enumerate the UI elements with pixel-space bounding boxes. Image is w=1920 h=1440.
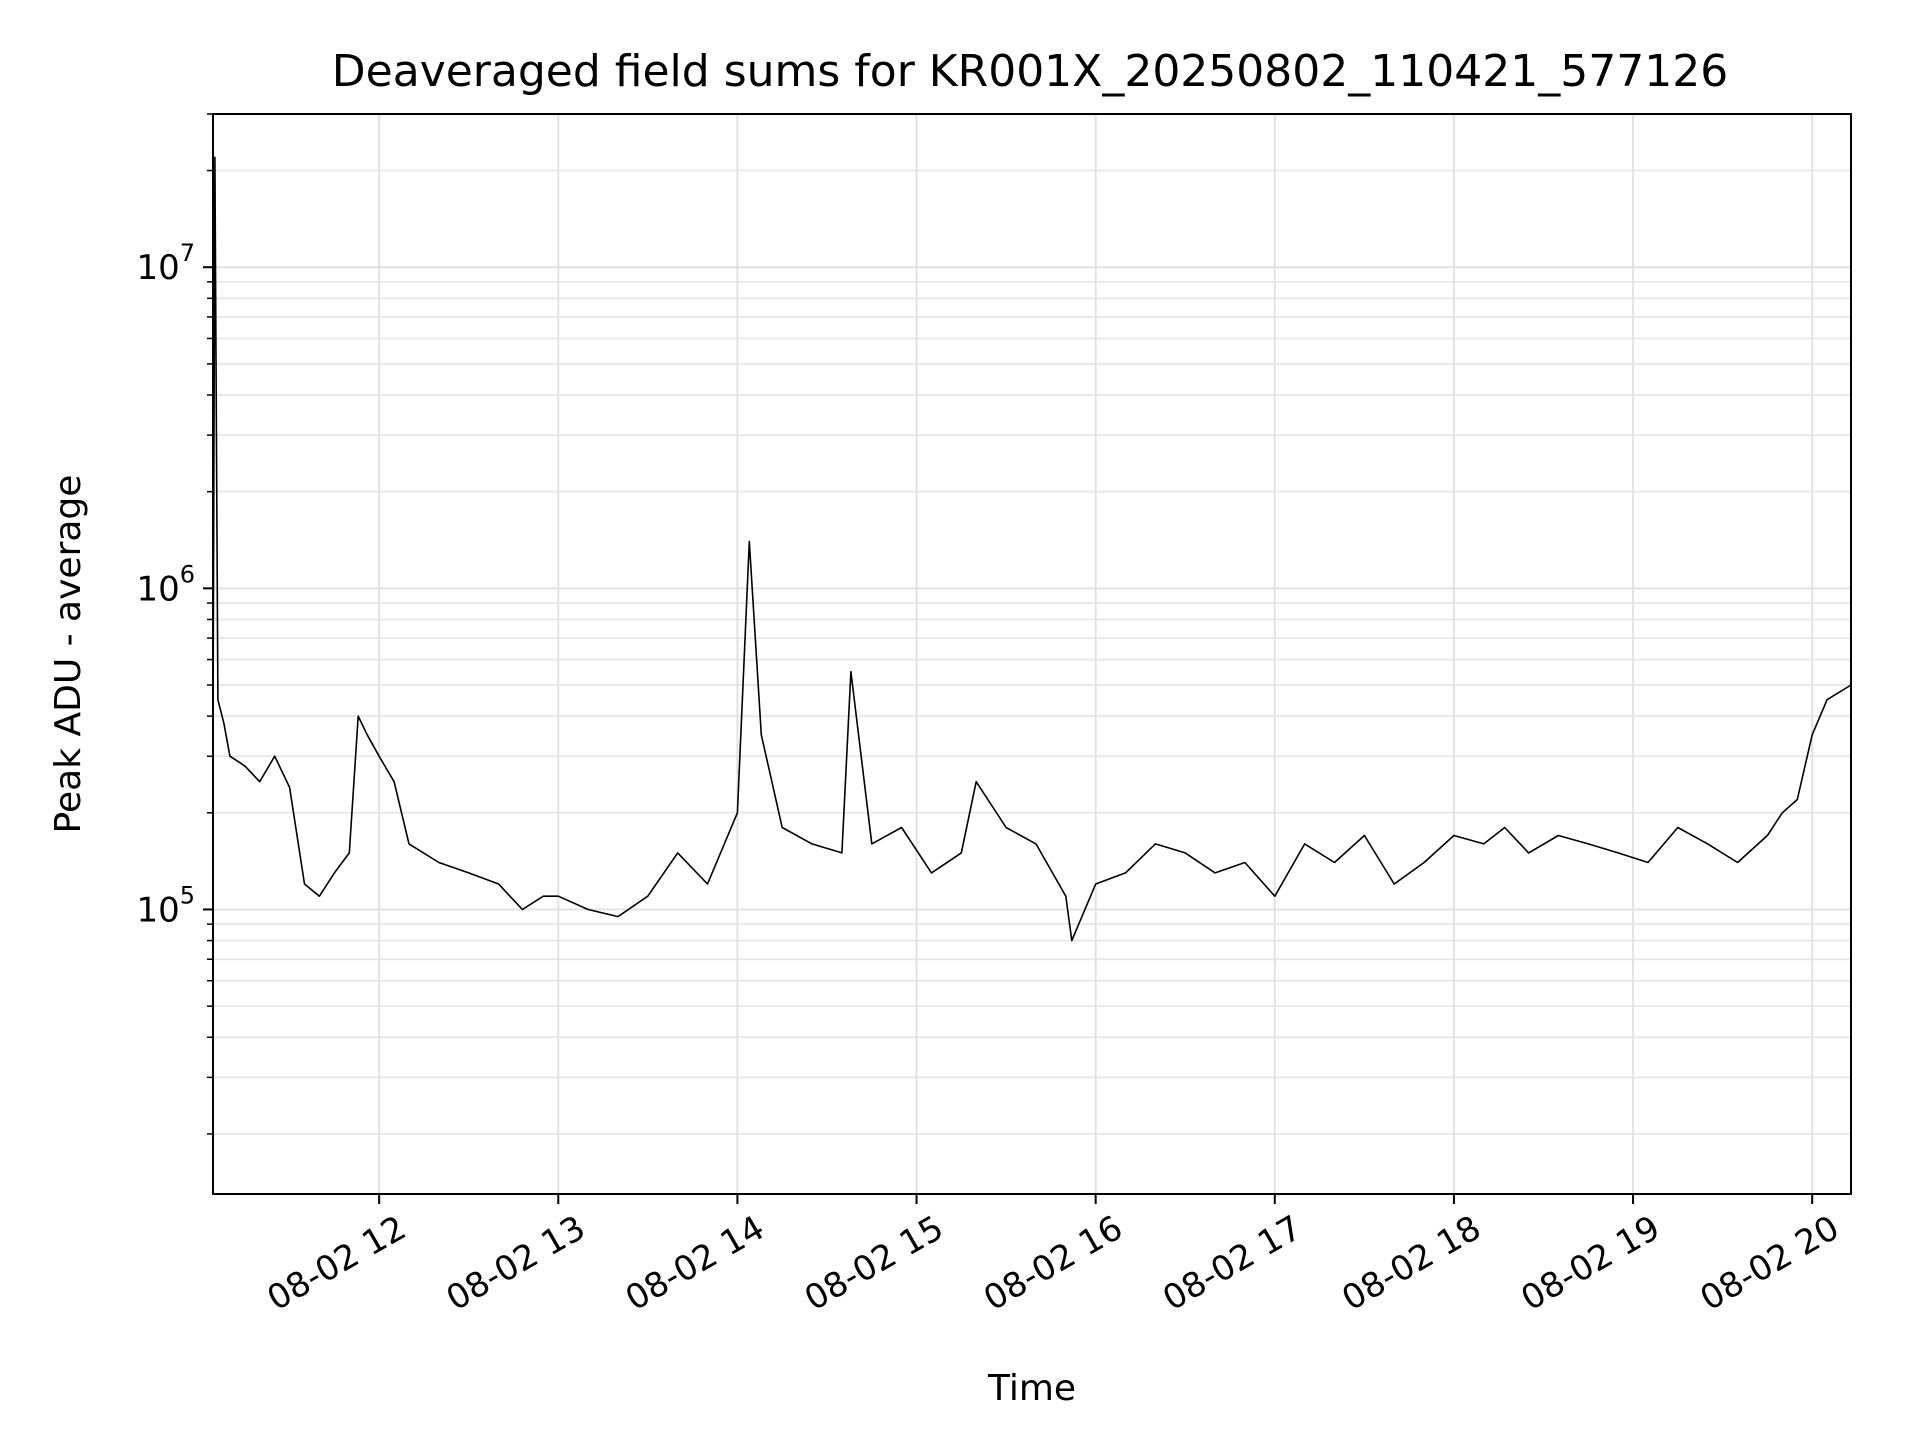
y-axis-ticks: 105 106 107 bbox=[136, 113, 213, 1135]
x-axis-label: Time bbox=[987, 1368, 1076, 1409]
major-gridlines bbox=[213, 114, 1851, 1194]
y-tick-label: 107 bbox=[136, 239, 195, 288]
y-axis-label: Peak ADU - average bbox=[48, 475, 89, 834]
y-tick-label: 106 bbox=[136, 560, 195, 609]
chart-title: Deaveraged field sums for KR001X_2025080… bbox=[332, 46, 1728, 97]
y-tick-label: 105 bbox=[136, 881, 195, 930]
plot-frame bbox=[212, 113, 1852, 1195]
series-line bbox=[212, 156, 1852, 942]
